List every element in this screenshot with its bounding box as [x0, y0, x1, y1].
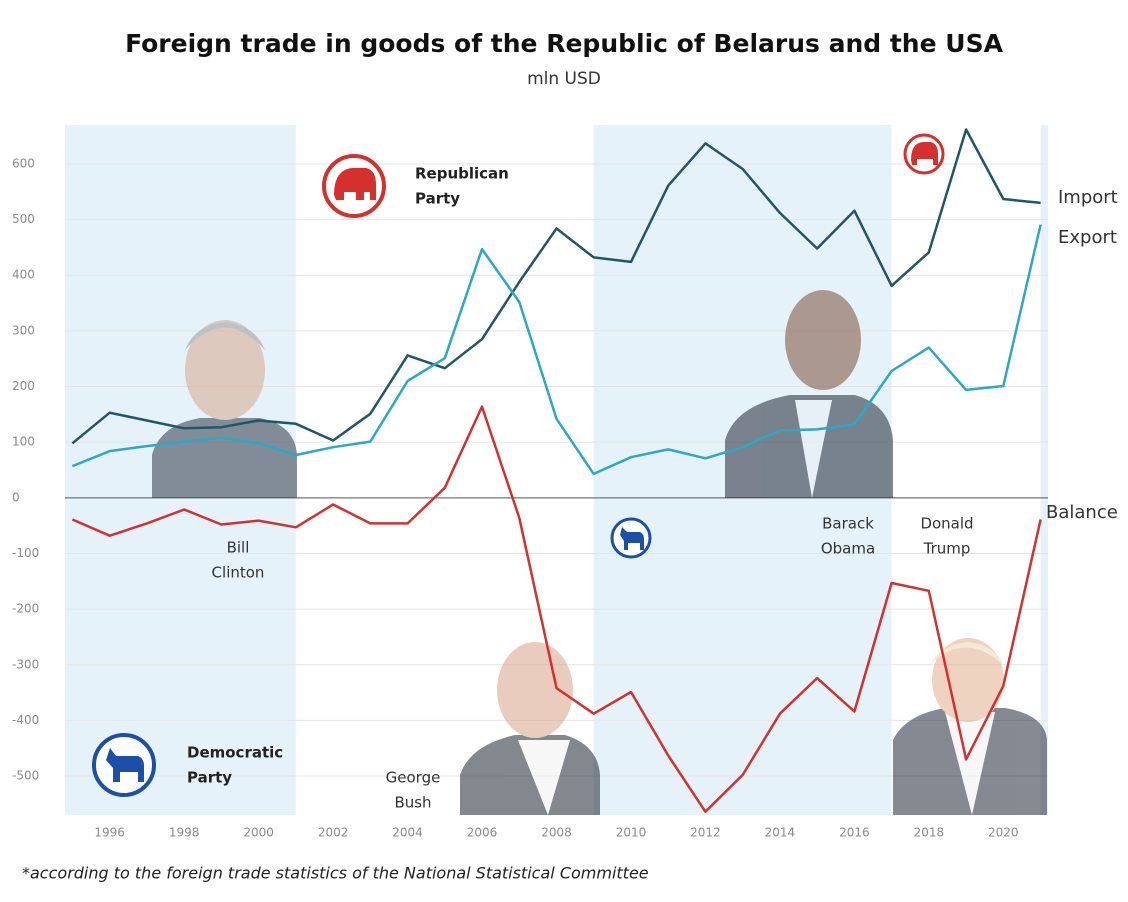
annotation: Clinton [212, 564, 265, 582]
x-tick-label: 2020 [988, 826, 1019, 840]
donkey [620, 527, 644, 550]
photo-clinton-face [185, 320, 265, 420]
lines [71, 128, 1042, 813]
x-tick-label: 2014 [765, 826, 796, 840]
x-tick-label: 2010 [616, 826, 647, 840]
x-tick-label: 2004 [392, 826, 423, 840]
photo-bush-face [497, 642, 573, 738]
donkey [106, 748, 144, 782]
x-tick-label: 2018 [914, 826, 945, 840]
x-tick-label: 2012 [690, 826, 721, 840]
photo-obama-shirt [795, 400, 832, 498]
elephant [334, 168, 376, 200]
photo-trump-shirt [945, 712, 995, 815]
annotation: Bill [227, 539, 250, 557]
y-tick-label: 600 [12, 156, 35, 170]
x-tick-label: 2000 [243, 826, 274, 840]
annotation: Barack [822, 515, 874, 533]
elephant [911, 142, 938, 165]
y-tick-label: -400 [12, 713, 39, 727]
x-tick-label: 2008 [541, 826, 572, 840]
y-tick-label: 400 [12, 268, 35, 282]
photo-clinton [152, 418, 297, 498]
series-line [71, 128, 1041, 445]
annotation: Trump [923, 540, 971, 558]
annotation: Bush [394, 794, 431, 812]
y-tick-label: 500 [12, 212, 35, 226]
y-tick-label: 0 [12, 490, 20, 504]
annotation: Obama [821, 540, 875, 558]
series-line [71, 224, 1042, 476]
y-tick-label: -500 [12, 769, 39, 783]
y-tick-label: 100 [12, 435, 35, 449]
annotation: Republican [415, 165, 509, 183]
y-tick-label: -200 [12, 602, 39, 616]
legend-label: Import [1058, 187, 1118, 208]
photos [152, 290, 1047, 815]
photo-obama-face [785, 290, 861, 390]
y-tick-label: 300 [12, 323, 35, 337]
x-tick-label: 1996 [94, 826, 125, 840]
legend-label: Balance [1046, 502, 1118, 523]
annotation: George [386, 769, 441, 787]
x-tick-label: 1998 [169, 826, 200, 840]
x-tick-label: 2006 [467, 826, 498, 840]
annotation: Party [187, 769, 232, 787]
series-line [71, 405, 1042, 813]
chart-subtitle: mln USD [527, 69, 601, 89]
photo-bush-shirt [518, 740, 570, 815]
party-icons [92, 133, 945, 797]
legend-label: Export [1058, 227, 1117, 248]
shaded-period [1040, 125, 1048, 815]
photo-clinton-hair [185, 322, 265, 350]
y-tick-label: 200 [12, 379, 35, 393]
annotation: Party [415, 190, 460, 208]
x-tick-label: 2002 [318, 826, 349, 840]
x-tick-label: 2016 [839, 826, 870, 840]
y-tick-label: -300 [12, 657, 39, 671]
y-tick-label: -100 [12, 546, 39, 560]
chart-title: Foreign trade in goods of the Republic o… [125, 29, 1004, 58]
photo-trump-face [932, 638, 1004, 722]
annotation: Donald [920, 515, 973, 533]
photo-trump-hair [930, 642, 1003, 665]
annotation: Democratic [187, 744, 283, 762]
footnote: *according to the foreign trade statisti… [22, 864, 649, 883]
